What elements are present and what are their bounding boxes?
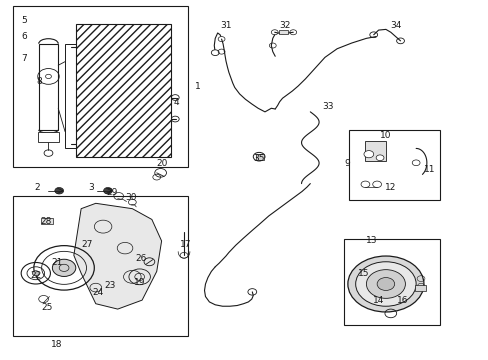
- Bar: [13, 196, 188, 336]
- Text: 11: 11: [423, 165, 435, 174]
- Text: 9: 9: [344, 159, 349, 168]
- Circle shape: [363, 150, 373, 158]
- Circle shape: [44, 219, 50, 223]
- Text: 2: 2: [34, 183, 40, 192]
- Bar: [76, 24, 171, 157]
- Text: 3: 3: [88, 183, 94, 192]
- Text: 5: 5: [21, 16, 27, 25]
- Circle shape: [103, 188, 112, 194]
- Text: 20: 20: [156, 159, 167, 168]
- Text: 28: 28: [40, 217, 51, 226]
- Bar: [41, 218, 53, 224]
- Bar: [344, 239, 439, 325]
- Bar: [13, 6, 188, 167]
- Text: 19: 19: [134, 278, 145, 287]
- Text: 12: 12: [385, 183, 396, 192]
- Circle shape: [52, 259, 76, 276]
- Circle shape: [55, 188, 63, 194]
- Bar: [414, 285, 425, 291]
- Circle shape: [32, 271, 39, 276]
- Text: 7: 7: [21, 54, 27, 63]
- Bar: [38, 132, 59, 142]
- Text: 21: 21: [51, 258, 62, 267]
- Text: 1: 1: [195, 82, 201, 91]
- Text: 33: 33: [322, 102, 333, 111]
- Text: 35: 35: [253, 154, 264, 163]
- Circle shape: [376, 278, 394, 291]
- Polygon shape: [74, 203, 161, 309]
- Text: 30: 30: [125, 193, 137, 202]
- Text: 34: 34: [389, 21, 401, 30]
- Text: 32: 32: [278, 21, 289, 30]
- Text: 25: 25: [41, 303, 53, 312]
- Bar: [348, 130, 439, 200]
- Bar: [255, 154, 263, 159]
- Circle shape: [45, 74, 51, 78]
- Text: 22: 22: [30, 270, 41, 279]
- Text: 15: 15: [358, 269, 369, 278]
- Text: 18: 18: [51, 341, 62, 350]
- Text: 17: 17: [180, 240, 191, 249]
- Text: 24: 24: [92, 288, 103, 297]
- Text: 13: 13: [365, 237, 376, 246]
- Text: 26: 26: [135, 255, 146, 264]
- Text: 6: 6: [21, 32, 27, 41]
- Text: 8: 8: [37, 77, 42, 86]
- Bar: [39, 44, 58, 130]
- Circle shape: [411, 160, 419, 166]
- Circle shape: [256, 154, 262, 159]
- Circle shape: [218, 37, 224, 41]
- Circle shape: [366, 270, 405, 298]
- Text: 4: 4: [173, 98, 179, 107]
- Circle shape: [375, 155, 383, 161]
- Text: 14: 14: [372, 296, 384, 305]
- Text: 16: 16: [396, 296, 408, 305]
- Text: 10: 10: [379, 131, 391, 140]
- Text: 29: 29: [106, 188, 117, 197]
- Bar: [365, 140, 385, 161]
- Text: 27: 27: [81, 240, 93, 249]
- Text: 31: 31: [220, 21, 231, 30]
- Circle shape: [355, 262, 415, 306]
- Text: 23: 23: [104, 281, 116, 290]
- Circle shape: [253, 152, 264, 161]
- Bar: [65, 44, 76, 148]
- Bar: [279, 30, 287, 35]
- Circle shape: [211, 50, 219, 55]
- Circle shape: [347, 256, 423, 312]
